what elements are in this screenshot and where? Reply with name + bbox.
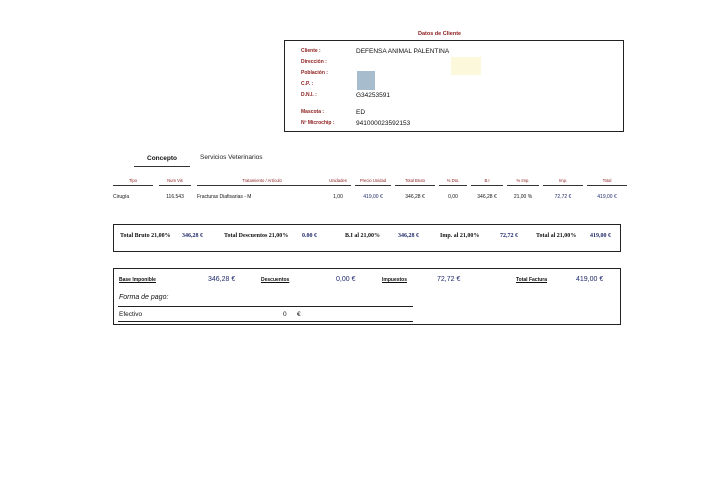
- invoice-summary-box: Base Imponible 346,28 € Descuentos 0,00 …: [113, 268, 621, 325]
- client-microchip-value: 941000023592153: [356, 119, 411, 127]
- descuentos-value: 0,00 €: [336, 276, 356, 283]
- cell-unidades: 1,00: [333, 194, 343, 200]
- line-items-header: Tipo Num Vis Tratamiento / Artículo Unid…: [113, 178, 629, 188]
- payment-divider-top: [118, 306, 413, 307]
- total-al-label: Total al 21,00%: [536, 233, 577, 239]
- tab-servicios-veterinarios[interactable]: Servicios Veterinarios: [200, 154, 263, 161]
- bi-total-label: B.I al 21,00%: [345, 233, 381, 239]
- impuestos-label: Impuestos: [382, 277, 408, 283]
- totals-box: Total Bruto 21,00% 346,28 € Total Descue…: [113, 224, 621, 252]
- bi-total-value: 346,28 €: [398, 233, 419, 239]
- col-header-unidades: Unidades: [325, 178, 351, 186]
- total-descuentos-value: 0.00 €: [302, 233, 317, 239]
- col-header-precio-unidad: Precio Unidad: [355, 178, 391, 186]
- client-name-value: DEFENSA ANIMAL PALENTINA: [356, 47, 450, 55]
- col-header-dto: % Dto.: [439, 178, 467, 186]
- tab-concepto[interactable]: Concepto: [134, 155, 190, 167]
- client-row-city: Población :: [301, 68, 356, 78]
- cell-imp-pct: 21,00 %: [513, 194, 533, 200]
- client-postal-label: C.P. :: [301, 81, 314, 87]
- cell-tratamiento: Fracturas Diafisarias - M: [197, 194, 252, 200]
- client-dni-label: D.N.I. :: [301, 92, 317, 98]
- forma-de-pago-label: Forma de pago:: [119, 294, 169, 301]
- client-data-title: Datos de Cliente: [418, 31, 462, 37]
- client-pet-label: Mascota :: [301, 109, 325, 115]
- client-city-label: Población :: [301, 70, 328, 76]
- total-factura-label: Total Factura: [516, 277, 548, 283]
- cell-tipo: Cirugía: [113, 194, 130, 200]
- col-header-imp: Imp.: [543, 178, 583, 186]
- cell-imp: 72,72 €: [554, 194, 572, 200]
- cell-precio-unidad: 419,00 €: [363, 194, 383, 200]
- total-bruto-label: Total Bruto 21,00%: [120, 233, 171, 239]
- line-item-row: Cirugía 116.543 Fracturas Diafisarias - …: [113, 194, 629, 204]
- impuestos-value: 72,72 €: [437, 276, 461, 283]
- total-al-value: 419,00 €: [590, 233, 611, 239]
- cell-bi: 346,28 €: [477, 194, 497, 200]
- col-header-bi: B.I: [471, 178, 503, 186]
- client-dni-value: G34253591: [356, 91, 390, 99]
- client-microchip-label: Nº Microchip :: [301, 120, 335, 126]
- payment-method: Efectivo: [119, 311, 143, 318]
- payment-amount: 0: [283, 311, 287, 318]
- cell-total-bruto: 346,28 €: [405, 194, 425, 200]
- client-data-box: Cliente : DEFENSA ANIMAL PALENTINA Direc…: [284, 40, 624, 132]
- client-row-name: Cliente : DEFENSA ANIMAL PALENTINA: [301, 46, 449, 56]
- col-header-tipo: Tipo: [113, 178, 153, 186]
- redaction-highlight: [451, 57, 481, 75]
- client-pet-value: ED: [356, 108, 366, 116]
- imp-total-value: 72,72 €: [500, 233, 518, 239]
- col-header-total-bruto: Total Bruto: [395, 178, 435, 186]
- total-bruto-value: 346,28 €: [182, 233, 203, 239]
- client-row-pet: Mascota : ED: [301, 107, 365, 117]
- cell-total: 419,00 €: [597, 194, 617, 200]
- base-imponible-label: Base Imponible: [119, 277, 156, 283]
- client-name-label: Cliente :: [301, 48, 321, 54]
- descuentos-label: Descuentos: [261, 277, 290, 283]
- client-address-label: Dirección :: [301, 59, 327, 65]
- base-imponible-value: 346,28 €: [208, 276, 236, 283]
- total-descuentos-label: Total Descuentos 21,00%: [224, 233, 289, 239]
- cell-dto: 0,00: [448, 194, 458, 200]
- col-header-imp-pct: % Imp.: [507, 178, 539, 186]
- col-header-tratamiento: Tratamiento / Artículo: [197, 178, 327, 186]
- client-row-postal: C.P. :: [301, 79, 356, 89]
- client-row-address: Dirección :: [301, 57, 356, 67]
- total-factura-value: 419,00 €: [576, 276, 604, 283]
- redaction-block: [357, 71, 375, 90]
- client-row-microchip: Nº Microchip : 941000023592153: [301, 118, 410, 128]
- payment-currency: €: [297, 311, 301, 318]
- col-header-total: Total: [587, 178, 627, 186]
- cell-num-vis: 116.543: [166, 194, 184, 200]
- imp-total-label: Imp. al 21,00%: [440, 233, 480, 239]
- payment-divider-bottom: [118, 321, 413, 322]
- client-row-dni: D.N.I. : G34253591: [301, 90, 390, 100]
- col-header-num-vis: Num Vis: [159, 178, 191, 186]
